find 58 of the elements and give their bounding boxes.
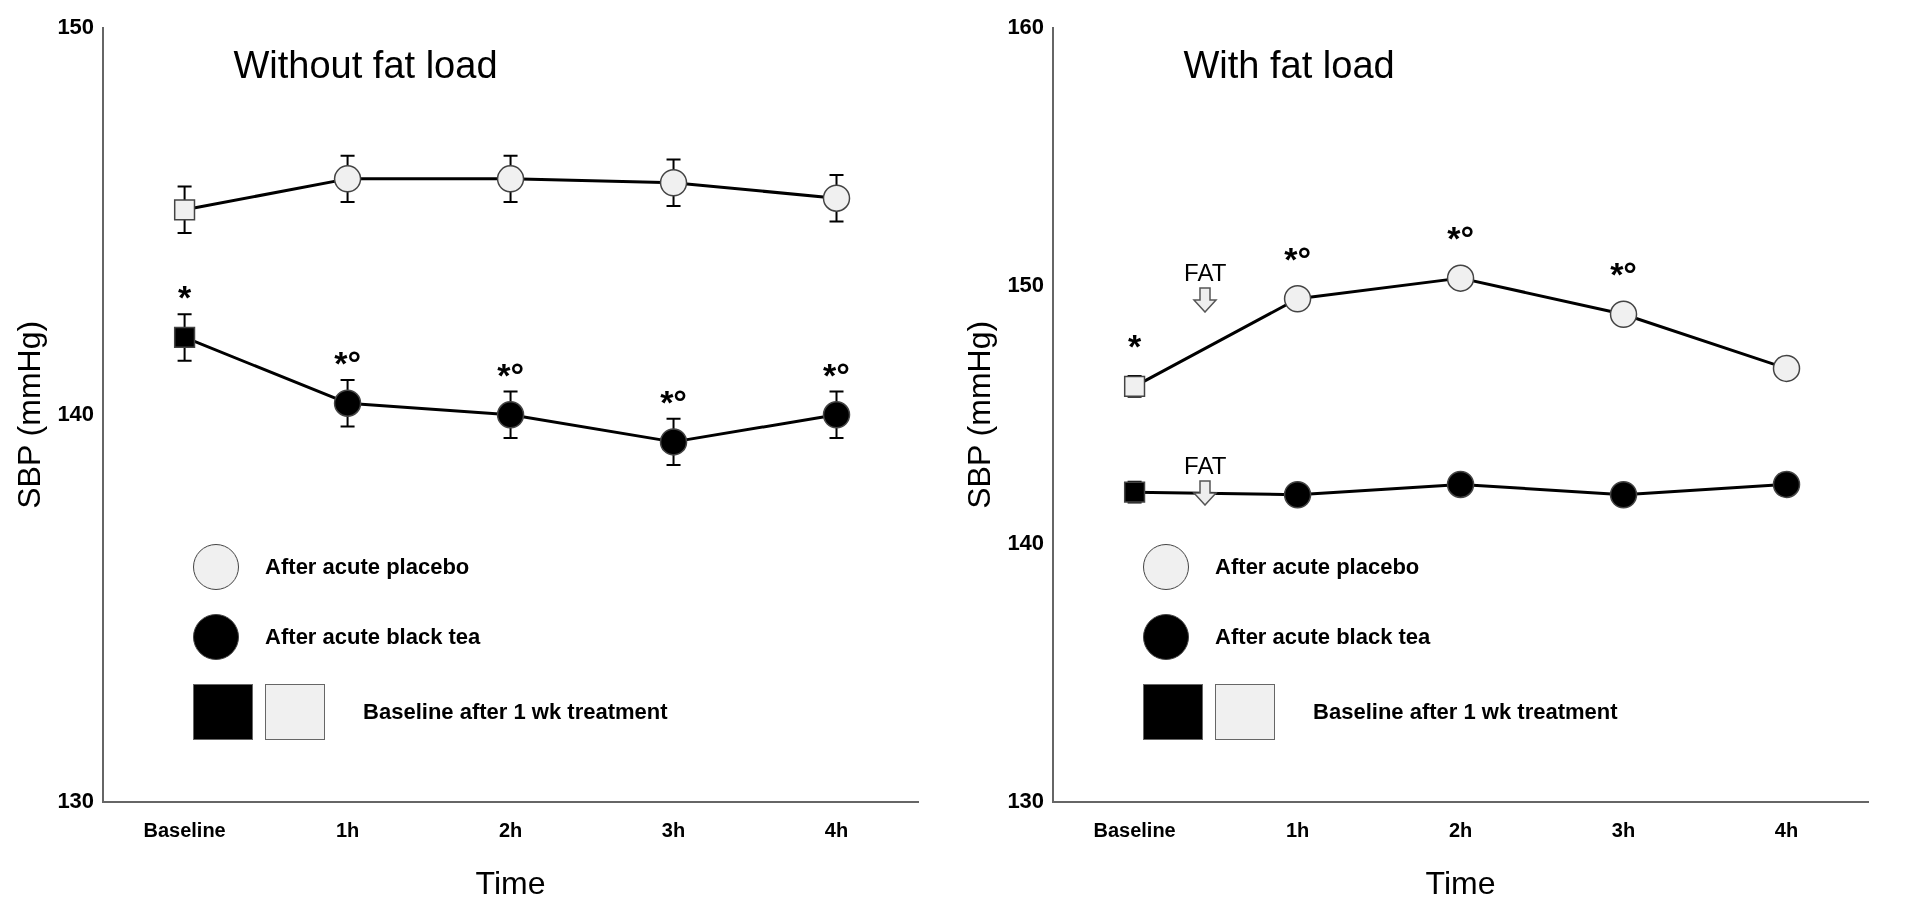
annotation: Baseline after 1 wk treatment [1313, 698, 1618, 725]
legend-label: After acute black tea [1215, 623, 1431, 650]
annotation: *° [1447, 219, 1474, 258]
annotation: *° [823, 355, 850, 394]
point [659, 168, 688, 197]
x-tick-label: 4h [824, 819, 849, 842]
legend-label: After acute placebo [265, 553, 470, 580]
point [333, 165, 362, 193]
y-tick-label: 130 [1007, 787, 1045, 813]
annotation: *° [334, 344, 361, 383]
point [333, 389, 362, 417]
y-axis-title: SBP (mmHg) [961, 320, 998, 509]
x-tick-label: 2h [498, 819, 523, 842]
point [822, 184, 851, 212]
x-axis-title: Time [475, 864, 546, 901]
annotation: *° [497, 355, 524, 394]
y-tick-label: 140 [1007, 529, 1045, 555]
x-tick-label: 2h [1448, 819, 1473, 842]
point [173, 199, 196, 221]
y-tick-label: 150 [1007, 271, 1045, 297]
x-tick-label: 3h [661, 819, 686, 842]
legend-label: After acute placebo [1215, 553, 1420, 580]
annotation: *° [660, 382, 687, 421]
point [173, 326, 196, 349]
y-tick-label: 160 [1007, 14, 1045, 40]
annotation: FAT [1184, 452, 1227, 481]
y-tick-label: 150 [57, 14, 95, 40]
annotation: FAT [1184, 258, 1227, 287]
x-tick-label: 1h [1285, 819, 1310, 842]
point [1772, 470, 1801, 499]
annotation: * [177, 278, 192, 317]
point [659, 428, 688, 456]
legend-label: After acute black tea [265, 623, 481, 650]
y-axis-title: SBP (mmHg) [11, 320, 48, 509]
chart-title: Without fat load [233, 44, 498, 86]
x-tick-label: 1h [335, 819, 360, 842]
annotation: Baseline after 1 wk treatment [363, 698, 668, 725]
x-tick-label: 4h [1774, 819, 1799, 842]
x-tick-label: Baseline [143, 819, 226, 842]
annotation: *° [1610, 255, 1637, 294]
point [1446, 470, 1475, 499]
point [1446, 264, 1475, 292]
point [1609, 300, 1638, 328]
point [1283, 285, 1312, 313]
point [1609, 480, 1638, 509]
y-tick-label: 130 [57, 787, 95, 813]
y-tick-label: 140 [57, 400, 95, 426]
annotation: *° [1284, 239, 1311, 278]
annotation: * [1127, 327, 1142, 366]
chart-title: With fat load [1183, 44, 1395, 86]
x-tick-label: Baseline [1093, 819, 1176, 842]
x-tick-label: 3h [1611, 819, 1636, 842]
point [1283, 480, 1312, 509]
point [496, 165, 525, 193]
x-axis-title: Time [1425, 864, 1496, 901]
point [496, 401, 525, 429]
point [1772, 354, 1801, 383]
point [822, 401, 851, 429]
